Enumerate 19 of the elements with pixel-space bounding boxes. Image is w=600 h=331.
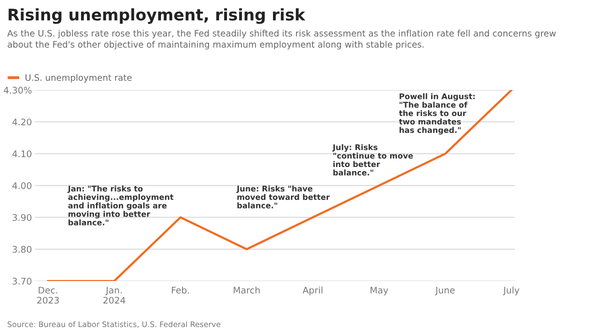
line-series [46, 90, 513, 282]
legend-label: U.S. unemployment rate [26, 74, 132, 83]
y-tick-label: 4.30% [4, 86, 32, 94]
x-tick-label: March [234, 286, 260, 294]
x-tick-label: April [302, 286, 322, 296]
x-tick-label: June [434, 286, 455, 296]
y-tick-label: 3.90 [12, 214, 32, 221]
y-tick-label: 4.20 [12, 118, 32, 126]
chart-subtitle: As the U.S. jobless rate rose this year, the Fed steadily shifted its risk assessment as the inflation rate fell and concerns grew about the Fed's other objective of maintaining maximum employment along with stable prices. [7, 30, 556, 50]
y-tick-label: 3.70 [12, 278, 32, 285]
x-tick-label: July [502, 286, 520, 296]
x-tick-label: May [370, 286, 388, 296]
chart-title: Rising unemployment, rising risk [8, 8, 306, 24]
y-tick-label: 4.10 [12, 150, 32, 158]
x-tick-label: Jan. 2024 [103, 286, 126, 304]
x-tick-label: Feb. [172, 286, 189, 294]
y-tick-label: 4.00 [12, 182, 32, 190]
y-tick-label: 3.80 [12, 246, 32, 253]
x-tick-label: Dec. 2023 [37, 286, 59, 304]
